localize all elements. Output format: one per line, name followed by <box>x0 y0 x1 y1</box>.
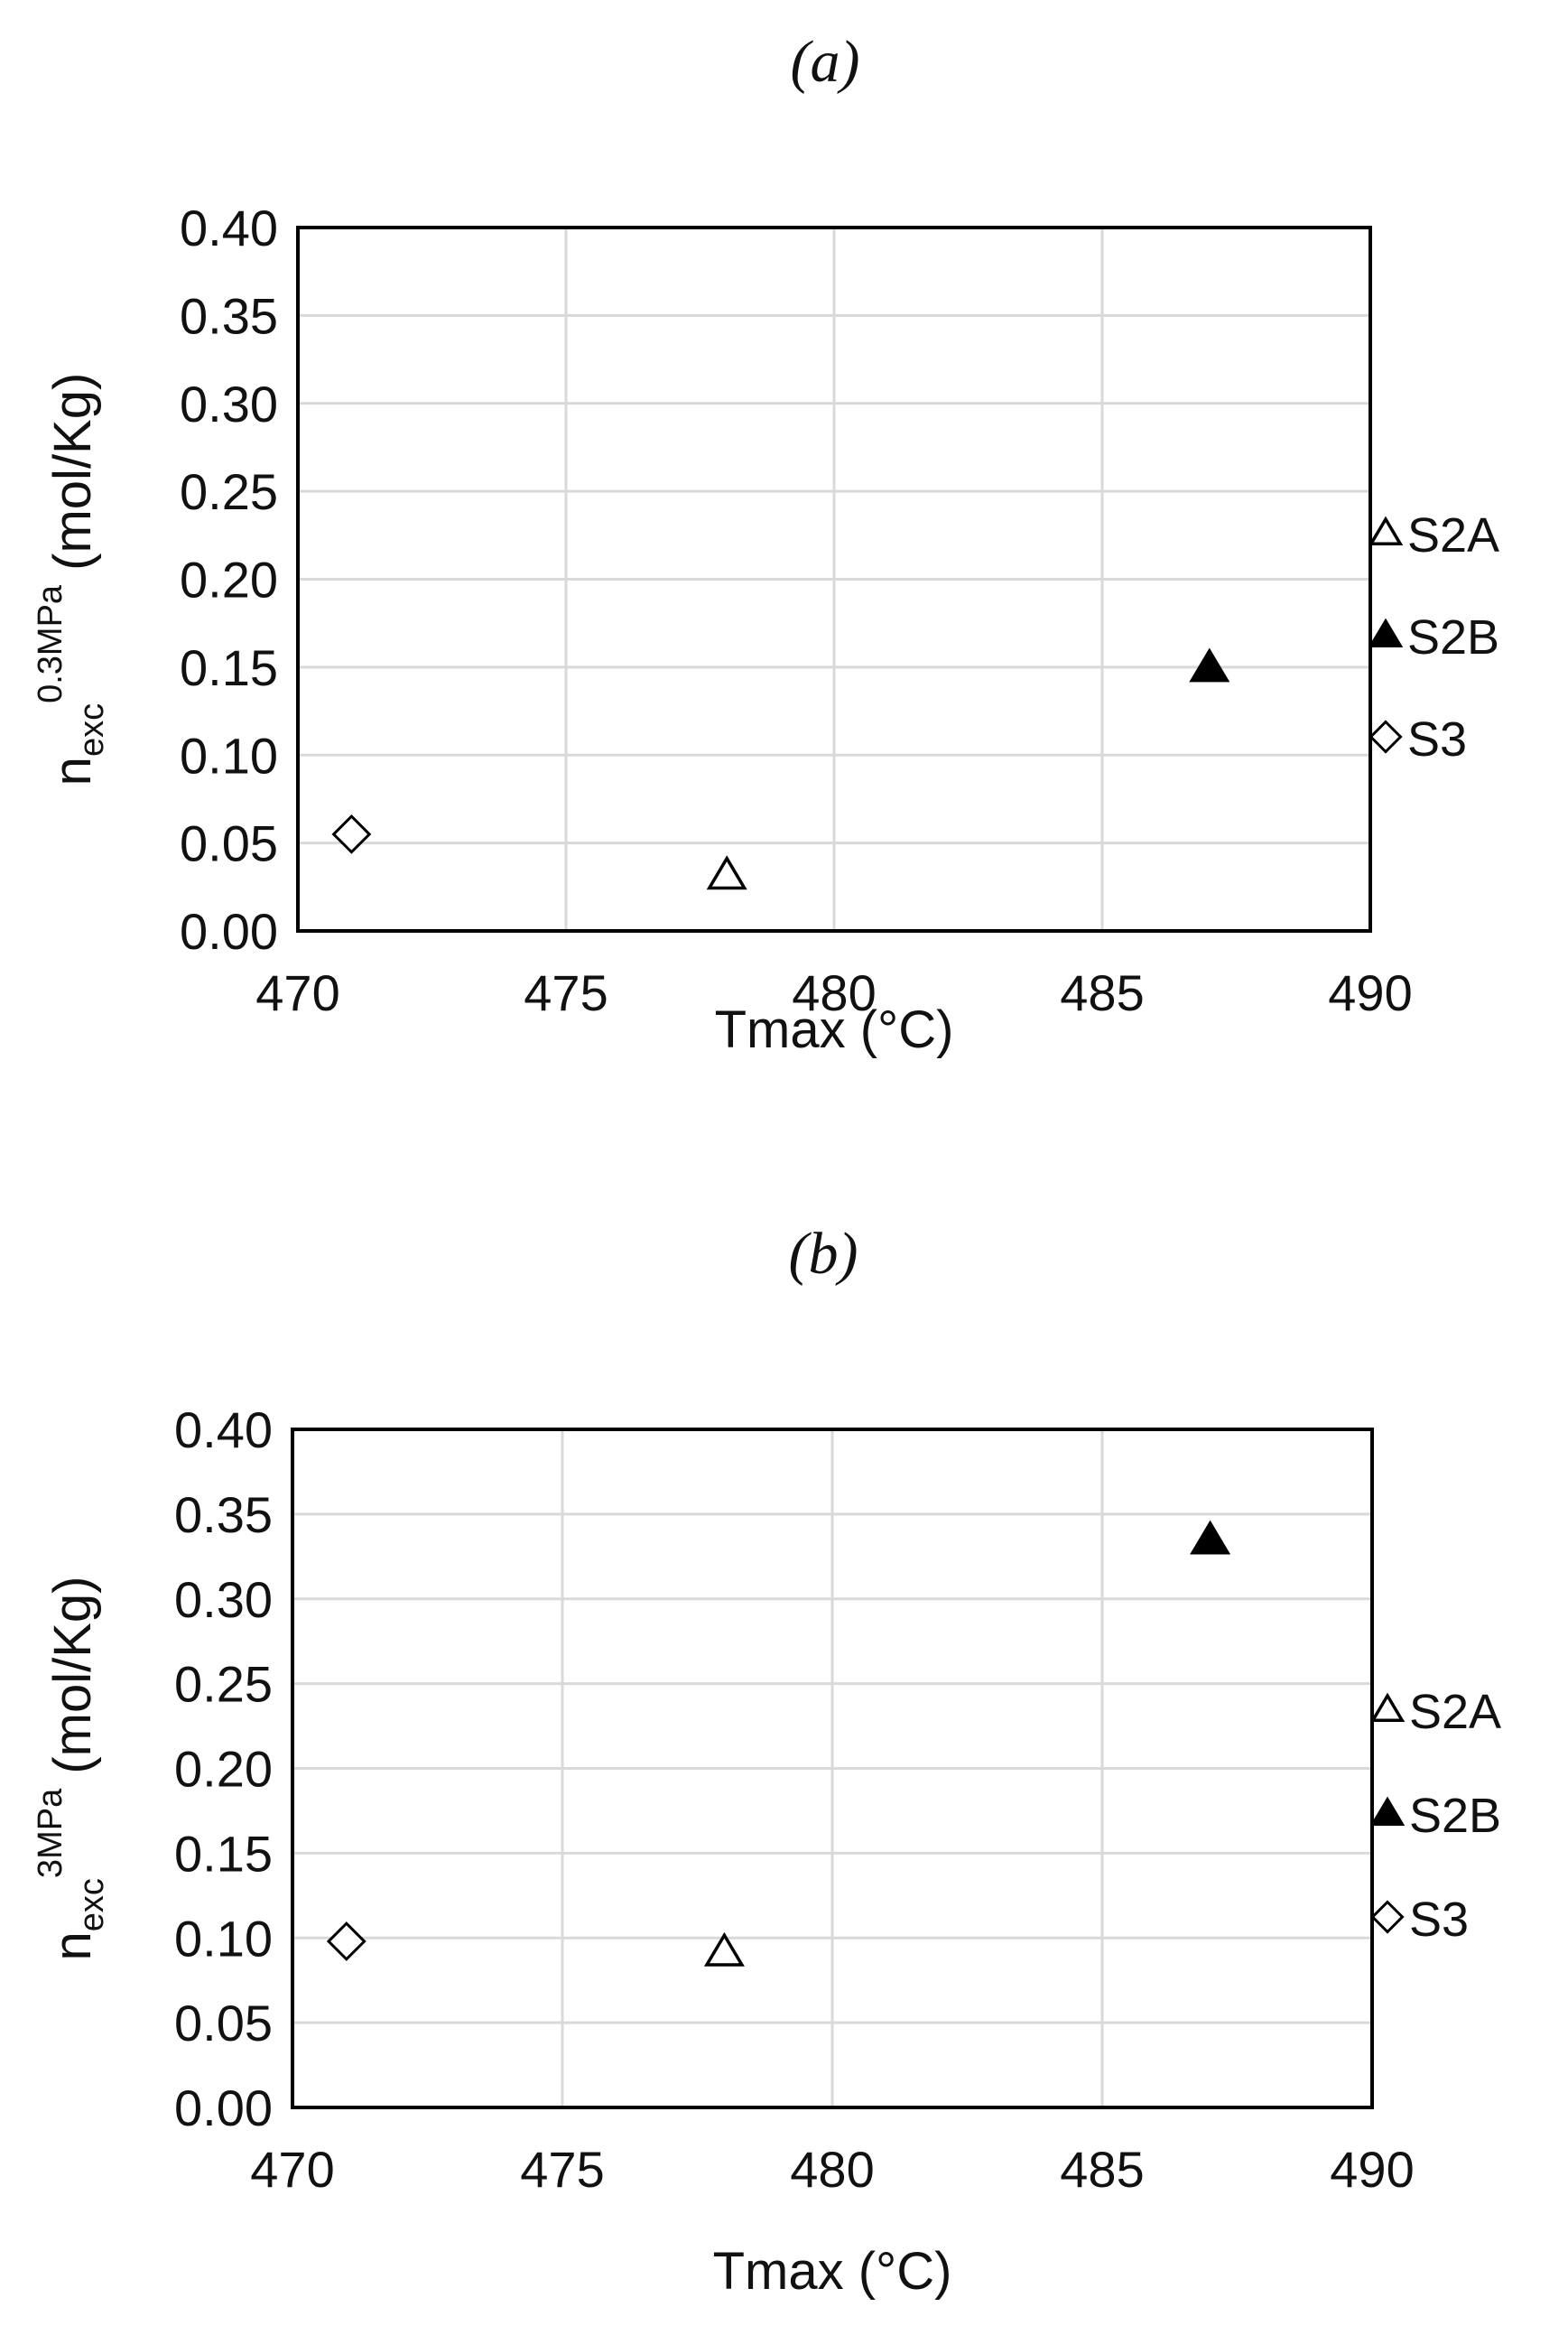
y-tick-label: 0.35 <box>180 287 278 344</box>
x-tick-label: 475 <box>524 964 608 1021</box>
legend-label-s2a: S2A <box>1407 508 1499 563</box>
y-tick-label: 0.20 <box>180 552 278 609</box>
y-tick-label: 0.30 <box>174 1571 273 1628</box>
x-tick-label: 485 <box>1060 2141 1144 2198</box>
legend-marker-s3 <box>1370 1900 1405 1934</box>
x-tick-label: 490 <box>1330 2141 1414 2198</box>
panel-label: (b) <box>789 1221 858 1287</box>
x-tick-label: 480 <box>792 964 876 1021</box>
legend-marker-s3 <box>1369 720 1403 754</box>
y-tick-label: 0.05 <box>180 815 278 872</box>
y-tick-label: 0.10 <box>174 1910 273 1967</box>
x-axis-title: Tmax (°C) <box>715 1000 954 1059</box>
y-tick-label: 0.35 <box>174 1486 273 1543</box>
legend-label-s2a: S2A <box>1409 1685 1501 1739</box>
y-tick-label: 0.40 <box>174 1401 273 1458</box>
y-tick-label: 0.30 <box>180 376 278 433</box>
x-tick-label: 470 <box>255 964 339 1021</box>
data-point-s3 <box>326 1921 366 1961</box>
y-tick-label: 0.20 <box>174 1741 273 1798</box>
y-axis-title: nexc0.3MPa (mol/Kg) <box>32 373 111 786</box>
y-tick-label: 0.25 <box>180 463 278 520</box>
legend-marker-s2b <box>1368 618 1404 648</box>
data-point-s3 <box>331 814 372 854</box>
y-tick-label: 0.40 <box>180 200 278 256</box>
legend-marker-s2b <box>1369 1796 1406 1827</box>
y-tick-label: 0.15 <box>174 1825 273 1882</box>
legend-label-s3: S3 <box>1409 1893 1469 1947</box>
data-point-s2b <box>1189 647 1230 683</box>
y-tick-label: 0.00 <box>174 2079 273 2136</box>
plot-area-frame <box>296 226 1372 933</box>
legend-label-s2b: S2B <box>1407 610 1499 665</box>
y-tick-label: 0.00 <box>180 903 278 960</box>
legend-label-s2b: S2B <box>1409 1789 1501 1843</box>
chart-panel-b: (b) 0.00 0.05 0.10 0.15 0.20 0.25 0.30 0.35 0.40 4… <box>32 1221 1501 2301</box>
legend-marker-s2a <box>1368 516 1404 546</box>
data-point-s2b <box>1190 1520 1231 1555</box>
legend-marker-s2a <box>1369 1692 1406 1723</box>
legend-label-s3: S3 <box>1407 712 1467 767</box>
data-point-s2a <box>706 855 747 890</box>
y-axis-title: nexc3MPa (mol/Kg) <box>32 1577 111 1961</box>
x-tick-label: 475 <box>520 2141 604 2198</box>
x-axis-title: Tmax (°C) <box>713 2242 952 2301</box>
y-tick-label: 0.15 <box>180 639 278 696</box>
panel-label: (a) <box>791 29 860 95</box>
y-tick-label: 0.10 <box>180 727 278 784</box>
y-tick-label: 0.25 <box>174 1656 273 1713</box>
y-tick-label: 0.05 <box>174 1995 273 2051</box>
x-tick-label: 490 <box>1328 964 1412 1021</box>
x-tick-label: 485 <box>1060 964 1144 1021</box>
data-point-s2a <box>703 1931 745 1967</box>
chart-panel-a: (a) 0.00 0.05 0.10 0.15 0.20 0.25 0.30 0.35 0.40 4… <box>32 29 1499 1059</box>
x-tick-label: 480 <box>790 2141 874 2198</box>
x-tick-label: 470 <box>250 2141 334 2198</box>
plot-area-frame <box>291 1428 1374 2109</box>
